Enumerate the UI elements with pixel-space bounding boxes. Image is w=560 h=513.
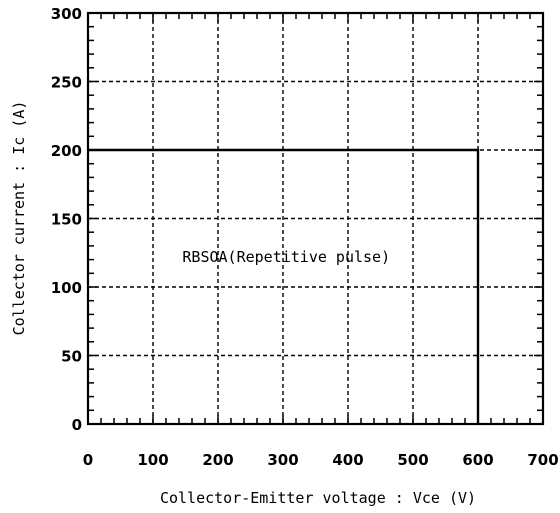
y-tick-label: 300 — [51, 5, 82, 23]
x-axis-title: Collector-Emitter voltage : Vce (V) — [160, 489, 476, 507]
x-tick-label: 300 — [267, 451, 298, 469]
y-axis-title: Collector current : Ic (A) — [10, 101, 28, 336]
x-tick-label: 700 — [527, 451, 558, 469]
x-tick-label: 500 — [397, 451, 428, 469]
series-annotation: RBSOA(Repetitive pulse) — [182, 248, 390, 266]
x-tick-label: 0 — [83, 451, 93, 469]
series-layer — [88, 148, 480, 424]
grid-lines — [88, 13, 543, 424]
y-tick-label: 0 — [72, 416, 82, 434]
tick-labels: 0 100 200 300 400 500 600 700 0 50 100 150 200 250 300 — [51, 5, 559, 469]
x-tick-label: 100 — [137, 451, 168, 469]
x-tick-label: 400 — [332, 451, 363, 469]
y-tick-label: 150 — [51, 211, 82, 229]
x-tick-label: 600 — [462, 451, 493, 469]
y-tick-label: 100 — [51, 279, 82, 297]
rbsoa-boundary-line — [88, 148, 480, 424]
y-tick-label: 250 — [51, 74, 82, 92]
y-tick-label: 200 — [51, 142, 82, 160]
y-tick-label: 50 — [61, 348, 82, 366]
x-tick-label: 200 — [202, 451, 233, 469]
plot-frame — [86, 11, 545, 426]
